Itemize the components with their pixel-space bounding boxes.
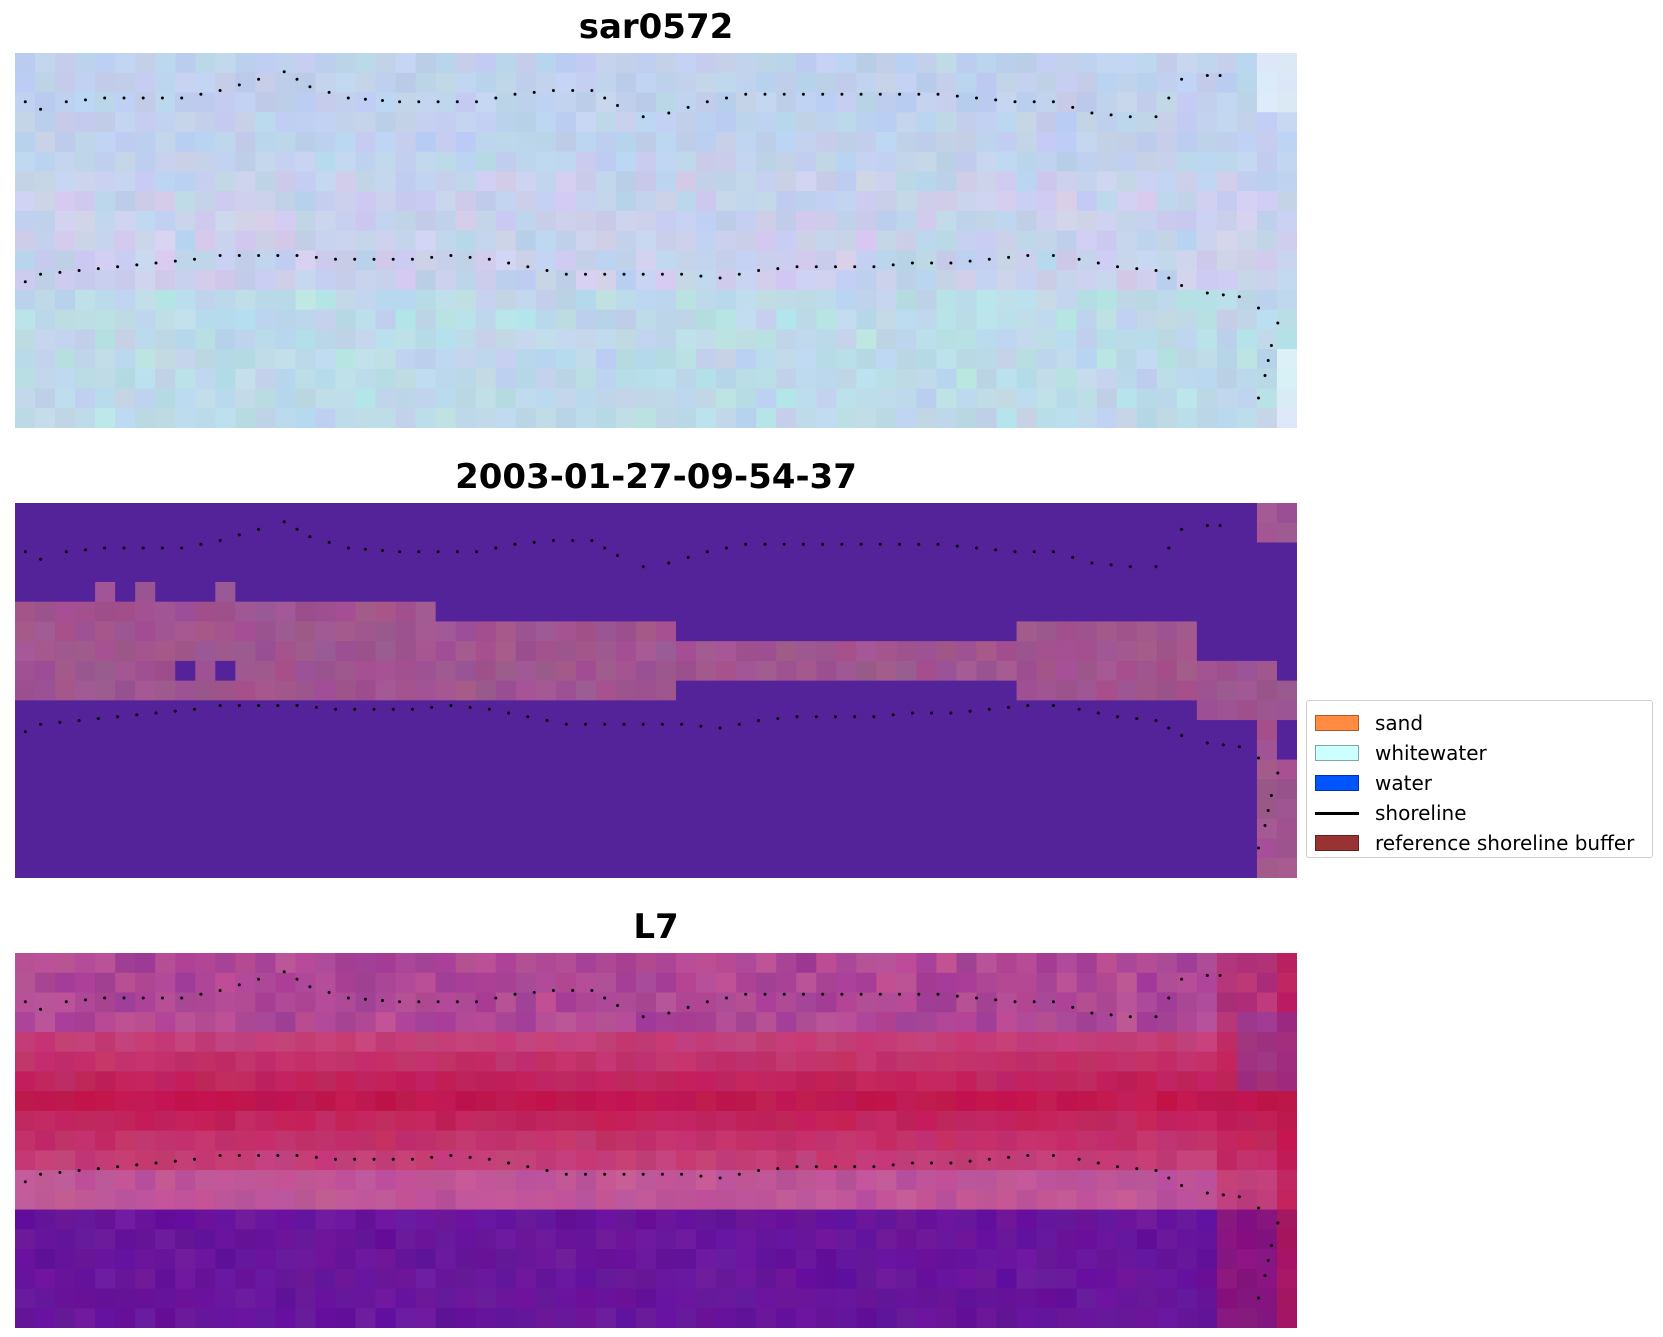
legend-item-sand: sand bbox=[1315, 708, 1652, 738]
classified-canvas bbox=[15, 503, 1297, 878]
shoreline-line-swatch bbox=[1315, 811, 1359, 815]
water-swatch bbox=[1315, 775, 1359, 791]
legend-item-water: water bbox=[1315, 768, 1652, 798]
legend-label-water: water bbox=[1375, 771, 1432, 795]
panel-title-classified: 2003-01-27-09-54-37 bbox=[455, 457, 857, 497]
legend-label-reference-buffer: reference shoreline buffer bbox=[1375, 831, 1635, 855]
rgb-composite-canvas bbox=[15, 53, 1297, 428]
legend-item-shoreline: shoreline bbox=[1315, 798, 1652, 828]
legend-label-shoreline: shoreline bbox=[1375, 801, 1467, 825]
index-canvas bbox=[15, 953, 1297, 1328]
panel-title-index: L7 bbox=[633, 907, 679, 947]
reference-buffer-swatch bbox=[1315, 835, 1359, 851]
legend-label-whitewater: whitewater bbox=[1375, 741, 1487, 765]
rgb-composite-image bbox=[15, 53, 1297, 428]
legend: sand whitewater water shoreline referenc… bbox=[1306, 700, 1653, 858]
whitewater-swatch bbox=[1315, 745, 1359, 761]
legend-item-whitewater: whitewater bbox=[1315, 738, 1652, 768]
legend-item-reference-buffer: reference shoreline buffer bbox=[1315, 828, 1652, 858]
sand-swatch bbox=[1315, 715, 1359, 731]
legend-label-sand: sand bbox=[1375, 711, 1424, 735]
panel-title-composite: sar0572 bbox=[578, 7, 734, 47]
index-image bbox=[15, 953, 1297, 1328]
classified-image bbox=[15, 503, 1297, 878]
